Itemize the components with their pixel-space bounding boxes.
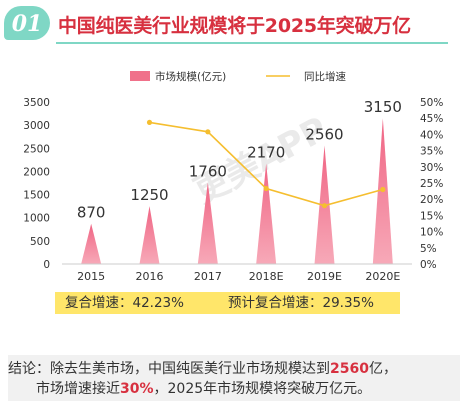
market-size-chart: 更美APP 市场规模(亿元) 同比增速 050010001500200025003… [23,70,443,283]
left-tick-label: 3500 [23,97,50,109]
growth-point [205,129,211,135]
historical-cagr-box: 复合增速：42.23% [55,292,223,314]
section-number-badge: 01 [4,6,50,40]
x-tick-label: 2020E [365,270,400,283]
right-axis: 0% 5% 10% 15% 20% 25% 30% 35% 40% 45% 50% [420,97,443,271]
x-tick-label: 2018E [249,270,284,283]
growth-point [263,185,269,192]
right-tick-label: 15% [420,210,443,222]
bar-value-label: 1760 [189,163,227,181]
title-underline [56,42,448,44]
bar-value-label: 3150 [364,98,402,116]
left-tick-label: 2500 [23,143,50,155]
x-tick-label: 2015 [77,270,105,283]
left-tick-label: 1000 [23,213,50,225]
chart-legend: 市场规模(亿元) 同比增速 [130,70,346,83]
x-axis: 2015 2016 2017 2018E 2019E 2020E [62,263,412,283]
right-tick-label: 45% [420,113,443,125]
right-tick-label: 30% [420,162,443,174]
highlight-growth-rate: 30% [120,381,154,397]
conclusion-line-1: 结论：除去生美市场，中国纯医美行业市场规模达到2560亿， [8,361,397,377]
bar-value-label: 1250 [130,186,168,204]
growth-point [321,203,328,209]
bar [197,182,218,264]
bar [81,223,102,264]
left-tick-label: 500 [30,236,50,248]
right-tick-label: 35% [420,146,443,158]
legend-swatch-bar [130,71,150,81]
left-tick-label: 2000 [23,166,50,178]
growth-point [146,119,153,126]
bar-value-label: 2170 [247,144,285,162]
x-tick-label: 2016 [136,270,164,283]
conclusion-line-2: 市场增速接近30%，2025年市场规模将突破万亿元。 [36,381,372,397]
header: 01 中国纯医美行业规模将于2025年突破万亿 [0,0,466,48]
left-axis: 0 500 1000 1500 2000 2500 3000 3500 [23,97,50,271]
bar-value-label: 2560 [305,126,343,144]
left-tick-label: 3000 [23,120,50,132]
right-tick-label: 50% [420,97,443,109]
legend-label-line: 同比增速 [304,70,346,83]
badge-number: 01 [11,11,43,37]
right-tick-label: 10% [420,227,443,239]
growth-line-series [146,119,386,209]
bar-value-label: 870 [77,204,106,222]
legend-label-bar: 市场规模(亿元) [155,70,226,83]
right-tick-label: 0% [420,259,437,271]
left-tick-label: 1500 [23,190,50,202]
right-tick-label: 40% [420,129,443,141]
x-tick-label: 2019E [307,270,342,283]
bar [256,163,277,264]
forecast-cagr-box: 预计复合增速：29.35% [218,292,400,314]
left-tick-label: 0 [43,259,50,271]
right-tick-label: 25% [420,178,443,190]
x-tick-label: 2017 [194,270,222,283]
highlight-market-size: 2560 [330,361,369,377]
right-tick-label: 5% [420,243,437,255]
conclusion-text: 结论：除去生美市场，中国纯医美行业市场规模达到2560亿， 市场增速接近30%，… [8,355,460,401]
growth-point [380,186,386,193]
right-tick-label: 20% [420,194,443,206]
page-title: 中国纯医美行业规模将于2025年突破万亿 [58,15,411,37]
bar [139,206,160,264]
